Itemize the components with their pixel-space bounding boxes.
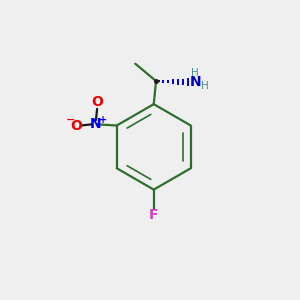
Text: N: N — [190, 75, 202, 89]
Text: O: O — [91, 95, 103, 109]
Text: H: H — [201, 81, 208, 92]
Text: N: N — [90, 117, 102, 131]
Text: −: − — [66, 115, 76, 125]
Text: O: O — [70, 118, 82, 133]
Text: H: H — [191, 68, 199, 78]
Text: F: F — [149, 208, 158, 222]
Text: +: + — [99, 115, 107, 125]
